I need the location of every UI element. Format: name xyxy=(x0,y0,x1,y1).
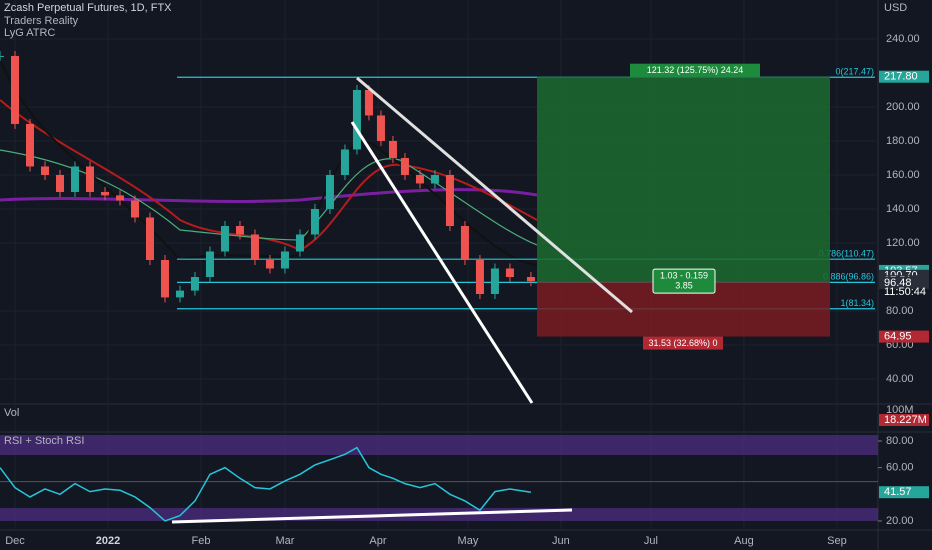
trendline xyxy=(356,76,633,314)
fib-label: 0(217.47) xyxy=(835,67,874,77)
candle xyxy=(364,89,373,116)
y-tick-label: 240.00 xyxy=(886,33,920,45)
trendline xyxy=(171,508,573,524)
indicator: LyG ATRC xyxy=(4,27,55,39)
candle xyxy=(376,115,385,141)
price-tag-label: 217.80 xyxy=(884,71,918,83)
ratio-tag xyxy=(652,268,716,294)
x-tick-label: Jun xyxy=(552,535,570,547)
chart-title: Zcash Perpetual Futures, 1D, FTX xyxy=(4,2,172,14)
x-tick-label: Sep xyxy=(827,535,847,547)
candle xyxy=(505,268,514,277)
price-tag xyxy=(879,276,929,289)
candle xyxy=(235,225,244,235)
fib-label: 1(81.34) xyxy=(840,298,874,308)
candle xyxy=(460,225,469,260)
candle xyxy=(340,149,349,175)
y-tick-label: 20.00 xyxy=(886,515,914,527)
x-tick-label: Dec xyxy=(5,535,25,547)
ratio-label: 3.85 xyxy=(675,280,693,290)
candle xyxy=(55,174,64,192)
risk-label: 31.53 (32.68%) 0 xyxy=(648,338,717,348)
rsi-tag xyxy=(879,486,929,499)
moving-average xyxy=(0,188,538,203)
y-tick-label: 40.00 xyxy=(886,373,914,385)
candle xyxy=(430,174,439,184)
rsi-title: RSI + Stoch RSI xyxy=(4,435,84,447)
risk-tag xyxy=(643,336,723,350)
rsi-line xyxy=(0,446,532,522)
volume-last-label: 18.227M xyxy=(884,414,927,426)
volume-title: Vol xyxy=(4,407,19,419)
candle xyxy=(100,191,109,196)
candle xyxy=(25,123,34,167)
y-tick-label: 80.00 xyxy=(886,435,914,447)
y-tick-label: 140.00 xyxy=(886,203,920,215)
candle xyxy=(70,166,79,192)
candle xyxy=(280,251,289,269)
profit-tag xyxy=(630,63,760,77)
y-tick-label: 60.00 xyxy=(886,462,914,474)
countdown: 11:50:44 xyxy=(884,286,926,298)
x-tick-label: Feb xyxy=(191,535,210,547)
candle xyxy=(40,166,49,175)
y-tick-label: 160.00 xyxy=(886,169,920,181)
candle xyxy=(250,234,259,260)
y-tick-label: 80.00 xyxy=(886,305,914,317)
x-tick-label: Aug xyxy=(734,535,754,547)
fib-label: 0.786(110.47) xyxy=(819,249,874,259)
candle xyxy=(325,174,334,209)
candle xyxy=(145,217,154,260)
volume-tag xyxy=(879,414,929,426)
candle xyxy=(175,290,184,298)
candle xyxy=(0,55,4,57)
ratio-label: 1.03 - 0.159 xyxy=(660,270,708,280)
x-tick-label: Jul xyxy=(644,535,658,547)
rsi-band xyxy=(0,435,878,455)
candle xyxy=(388,140,397,158)
candle xyxy=(445,174,454,226)
indicator: Traders Reality xyxy=(4,15,79,27)
candle xyxy=(85,166,94,192)
volume-tick-label: 100M xyxy=(886,404,914,416)
candle xyxy=(190,276,199,291)
candle xyxy=(415,174,424,184)
candle xyxy=(295,234,304,252)
candle xyxy=(400,157,409,175)
fib-label: 0.886(96.86) xyxy=(823,272,874,282)
candle xyxy=(475,259,484,295)
candle xyxy=(310,208,319,235)
currency: USD xyxy=(884,2,907,14)
profit-zone xyxy=(537,76,830,283)
candle xyxy=(130,200,139,218)
candle xyxy=(352,89,361,150)
candle xyxy=(265,259,274,269)
profit-label: 121.32 (125.75%) 24.24 xyxy=(647,65,744,75)
candle xyxy=(205,251,214,277)
price-tag-label: 64.95 xyxy=(884,331,912,343)
candle xyxy=(526,276,535,282)
candle xyxy=(115,195,124,201)
trendline xyxy=(350,121,534,404)
rsi-last-label: 41.57 xyxy=(884,486,912,498)
candle xyxy=(10,55,19,124)
price-tag xyxy=(879,330,929,343)
candle xyxy=(220,225,229,252)
x-tick-label: Mar xyxy=(275,535,294,547)
x-tick-label: Apr xyxy=(369,535,386,547)
price-tag-label: 96.48 xyxy=(884,277,912,289)
candle xyxy=(490,268,499,295)
candle xyxy=(160,259,169,298)
y-tick-label: 200.00 xyxy=(886,101,920,113)
y-tick-label: 120.00 xyxy=(886,237,920,249)
x-tick-label: 2022 xyxy=(96,535,120,547)
price-tag xyxy=(879,70,929,83)
y-tick-label: 180.00 xyxy=(886,135,920,147)
x-tick-label: May xyxy=(458,535,479,547)
